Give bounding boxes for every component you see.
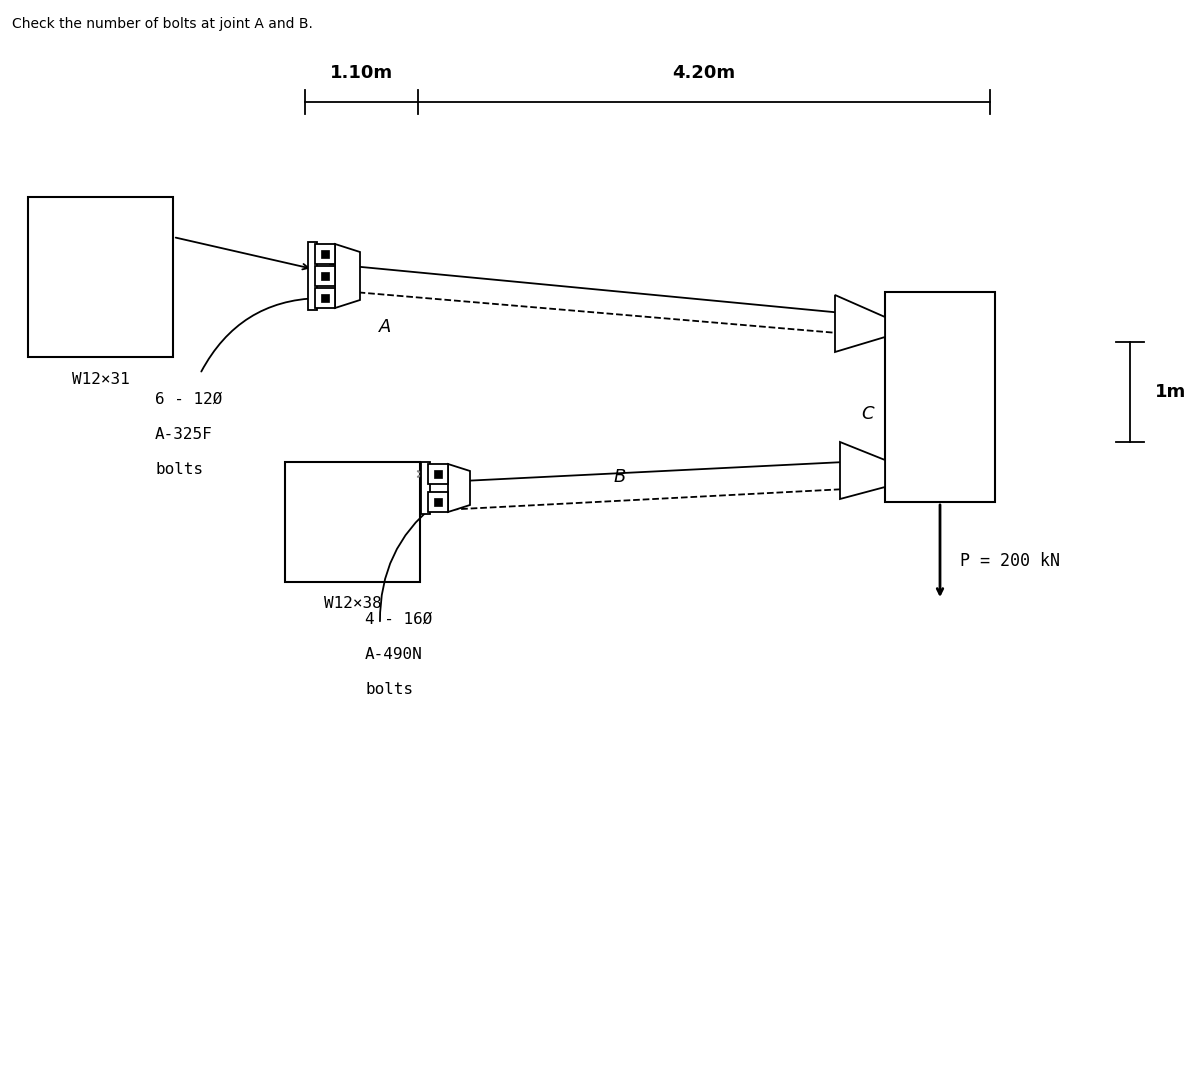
Bar (322, 250, 329, 258)
Text: W12×38: W12×38 (324, 596, 382, 611)
Polygon shape (840, 443, 886, 499)
Text: C: C (862, 405, 875, 423)
Bar (322, 294, 329, 302)
Text: 4.20m: 4.20m (672, 64, 736, 82)
Bar (316, 266, 335, 286)
Text: P = 200 kN: P = 200 kN (960, 552, 1060, 570)
Text: A: A (379, 318, 391, 337)
Bar (322, 272, 329, 280)
Text: A-490N: A-490N (365, 647, 422, 662)
Bar (316, 288, 335, 308)
Bar (286, 462, 420, 582)
Text: B: B (614, 469, 626, 486)
Bar (421, 462, 430, 514)
Bar (28, 197, 173, 357)
Polygon shape (835, 295, 886, 352)
Text: 4 - 16Ø: 4 - 16Ø (365, 612, 432, 626)
Bar (428, 464, 448, 484)
Bar (428, 492, 448, 512)
Bar (886, 292, 995, 502)
Text: A-325F: A-325F (155, 427, 212, 443)
Polygon shape (448, 464, 470, 512)
Text: bolts: bolts (155, 462, 203, 477)
Text: 6 - 12Ø: 6 - 12Ø (155, 392, 222, 407)
Text: Check the number of bolts at joint A and B.: Check the number of bolts at joint A and… (12, 17, 313, 31)
Bar (434, 470, 442, 478)
Text: bolts: bolts (365, 682, 413, 697)
Bar (316, 245, 335, 264)
Polygon shape (335, 245, 360, 308)
Bar (434, 498, 442, 506)
Text: W12×31: W12×31 (72, 372, 130, 387)
Text: 1.10m: 1.10m (330, 64, 394, 82)
Bar (308, 242, 317, 311)
Text: 1m: 1m (1154, 383, 1187, 401)
